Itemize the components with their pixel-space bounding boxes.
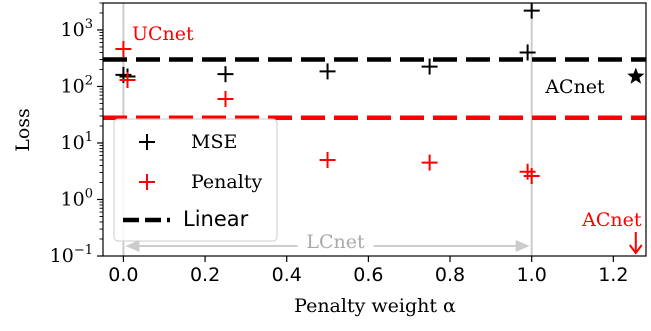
lcnet-label-bg bbox=[297, 232, 374, 252]
mse-point-6 bbox=[523, 2, 540, 19]
y-tick-label-3: 102 bbox=[61, 73, 93, 97]
y-tick-base-0: 10 bbox=[50, 245, 74, 267]
legend-box bbox=[113, 118, 278, 242]
mse-point-4 bbox=[421, 58, 438, 75]
x-tick-label-4: 0.8 bbox=[435, 264, 465, 286]
y-tick-label-2: 101 bbox=[61, 130, 93, 154]
ucnet-label: UCnet bbox=[132, 23, 194, 45]
legend-marker-penalty bbox=[139, 174, 155, 190]
y-tick-exp-2: 1 bbox=[85, 130, 93, 145]
y-tick-base-2: 10 bbox=[61, 132, 85, 154]
y-tick-label-0: 10−1 bbox=[50, 243, 93, 267]
y-tick-exp-0: −1 bbox=[74, 243, 93, 258]
y-tick-base-4: 10 bbox=[61, 19, 85, 41]
penalty-point-3 bbox=[319, 151, 336, 168]
lcnet-label: LCnet bbox=[306, 231, 365, 253]
legend-marker-mse bbox=[139, 134, 155, 150]
penalty-point-2 bbox=[217, 91, 234, 108]
mse-point-5 bbox=[519, 44, 536, 61]
x-tick-label-1: 0.2 bbox=[190, 264, 220, 286]
legend: MSE Penalty Linear bbox=[113, 118, 278, 242]
penalty-point-0 bbox=[115, 41, 132, 58]
mse-point-3 bbox=[319, 63, 336, 80]
y-tick-exp-4: 3 bbox=[85, 17, 93, 32]
axes-frame bbox=[102, 2, 647, 257]
penalty-point-4 bbox=[421, 154, 438, 171]
acnet-label-red: ACnet bbox=[581, 209, 642, 231]
y-tick-label-1: 100 bbox=[61, 186, 93, 210]
x-tick-label-0: 0.0 bbox=[108, 264, 138, 286]
plot-area: LCnet UCnet ACnet ACnet bbox=[103, 2, 646, 256]
acnet-star-marker bbox=[627, 67, 645, 84]
lcnet-arrow-head-left bbox=[125, 240, 140, 252]
y-axis-label: Loss bbox=[12, 108, 34, 152]
penalty-point-1 bbox=[119, 72, 136, 89]
lcnet-arrow-head-right bbox=[515, 240, 530, 252]
x-tick-label-2: 0.4 bbox=[272, 264, 302, 286]
x-tick-label-5: 1.0 bbox=[517, 264, 547, 286]
y-tick-exp-3: 2 bbox=[85, 73, 93, 88]
x-axis: 0.0 0.2 0.4 0.6 0.8 1.0 1.2 bbox=[108, 256, 628, 286]
x-tick-label-3: 0.6 bbox=[353, 264, 383, 286]
x-axis-label: Penalty weight α bbox=[294, 295, 456, 317]
y-tick-exp-1: 0 bbox=[85, 186, 93, 201]
x-tick-label-6: 1.2 bbox=[598, 264, 628, 286]
legend-label-linear: Linear bbox=[183, 207, 249, 231]
penalty-point-5 bbox=[519, 163, 536, 180]
acnet-label-black: ACnet bbox=[544, 76, 605, 98]
acnet-arrow-head bbox=[628, 244, 643, 255]
y-tick-label-4: 103 bbox=[61, 17, 93, 41]
legend-label-penalty: Penalty bbox=[191, 171, 262, 193]
legend-label-mse: MSE bbox=[191, 131, 237, 153]
y-tick-base-1: 10 bbox=[61, 188, 85, 210]
y-tick-base-3: 10 bbox=[61, 75, 85, 97]
penalty-point-6 bbox=[523, 168, 540, 185]
mse-point-2 bbox=[217, 66, 234, 83]
